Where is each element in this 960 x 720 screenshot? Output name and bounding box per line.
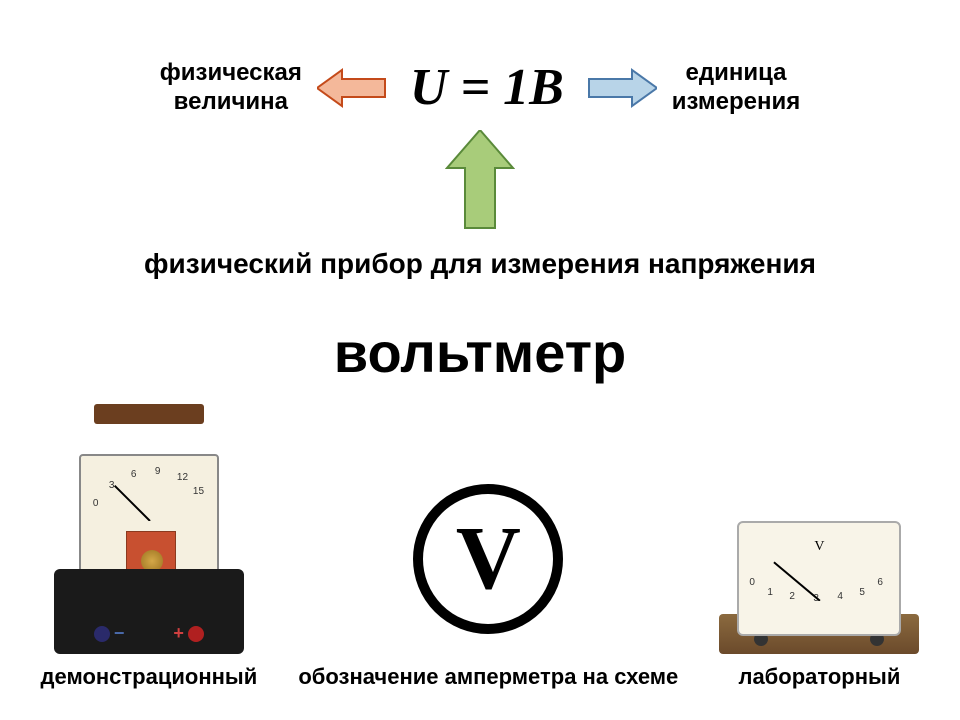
scale-tick: 9 (155, 466, 161, 477)
scale-tick: 2 (789, 591, 795, 601)
symbol-letter: V (456, 514, 521, 604)
label-line: физическая (160, 59, 302, 86)
lab-scale: V 0 1 2 3 4 5 6 (747, 531, 891, 601)
label-line: измерения (672, 88, 800, 115)
lab-voltmeter: V 0 1 2 3 4 5 6 (719, 504, 919, 654)
scale-tick: 5 (859, 587, 865, 598)
label-unit: единица измерения (672, 59, 800, 117)
demo-voltmeter: 0 3 6 9 12 15 − + (44, 404, 254, 654)
caption-symbol: обозначение амперметра на схеме (298, 664, 678, 690)
device-description: физический прибор для измерения напряжен… (0, 248, 960, 280)
voltmeter-title: вольтметр (0, 320, 960, 385)
caption-demo: демонстрационный (41, 664, 258, 690)
neg-sign: − (114, 623, 125, 644)
demo-scale: 0 3 6 9 12 15 (91, 466, 207, 521)
arrow-left-icon (317, 68, 387, 108)
symbol-col: V обозначение амперметра на схеме (298, 484, 678, 690)
lab-needle (774, 562, 821, 601)
arrow-shape (317, 70, 385, 106)
scale-tick: 6 (877, 577, 883, 588)
demo-needle (114, 485, 151, 521)
scale-tick: 4 (837, 591, 843, 601)
arrow-up-wrap (445, 130, 515, 235)
arrow-shape (447, 130, 513, 228)
label-physical-quantity: физическая величина (160, 59, 302, 117)
arrow-shape (589, 70, 657, 106)
terminal-negative (94, 626, 110, 642)
terminal-positive (188, 626, 204, 642)
voltmeter-symbol: V (413, 484, 563, 634)
scale-tick: 6 (131, 469, 137, 480)
arrow-up-icon (445, 130, 515, 230)
label-line: величина (174, 88, 288, 115)
lab-face: V 0 1 2 3 4 5 6 (737, 521, 901, 636)
formula: U = 1B (402, 58, 572, 117)
scale-tick: 15 (193, 486, 204, 497)
demo-base: − + (54, 569, 244, 654)
scale-tick: 1 (767, 587, 773, 598)
scale-tick: 12 (177, 472, 188, 483)
label-line: единица (686, 59, 787, 86)
lab-voltmeter-col: V 0 1 2 3 4 5 6 лабораторный (719, 504, 919, 690)
scale-tick: 0 (93, 498, 99, 509)
pos-sign: + (173, 623, 184, 644)
lab-v-label: V (814, 539, 824, 555)
caption-lab: лабораторный (738, 664, 900, 690)
bottom-row: 0 3 6 9 12 15 − + демонстрационный (0, 404, 960, 690)
demo-top-bar (94, 404, 204, 424)
arrow-right-icon (587, 68, 657, 108)
top-row: физическая величина U = 1B единица измер… (0, 58, 960, 117)
demo-voltmeter-col: 0 3 6 9 12 15 − + демонстрационный (41, 404, 258, 690)
scale-tick: 0 (749, 577, 755, 588)
